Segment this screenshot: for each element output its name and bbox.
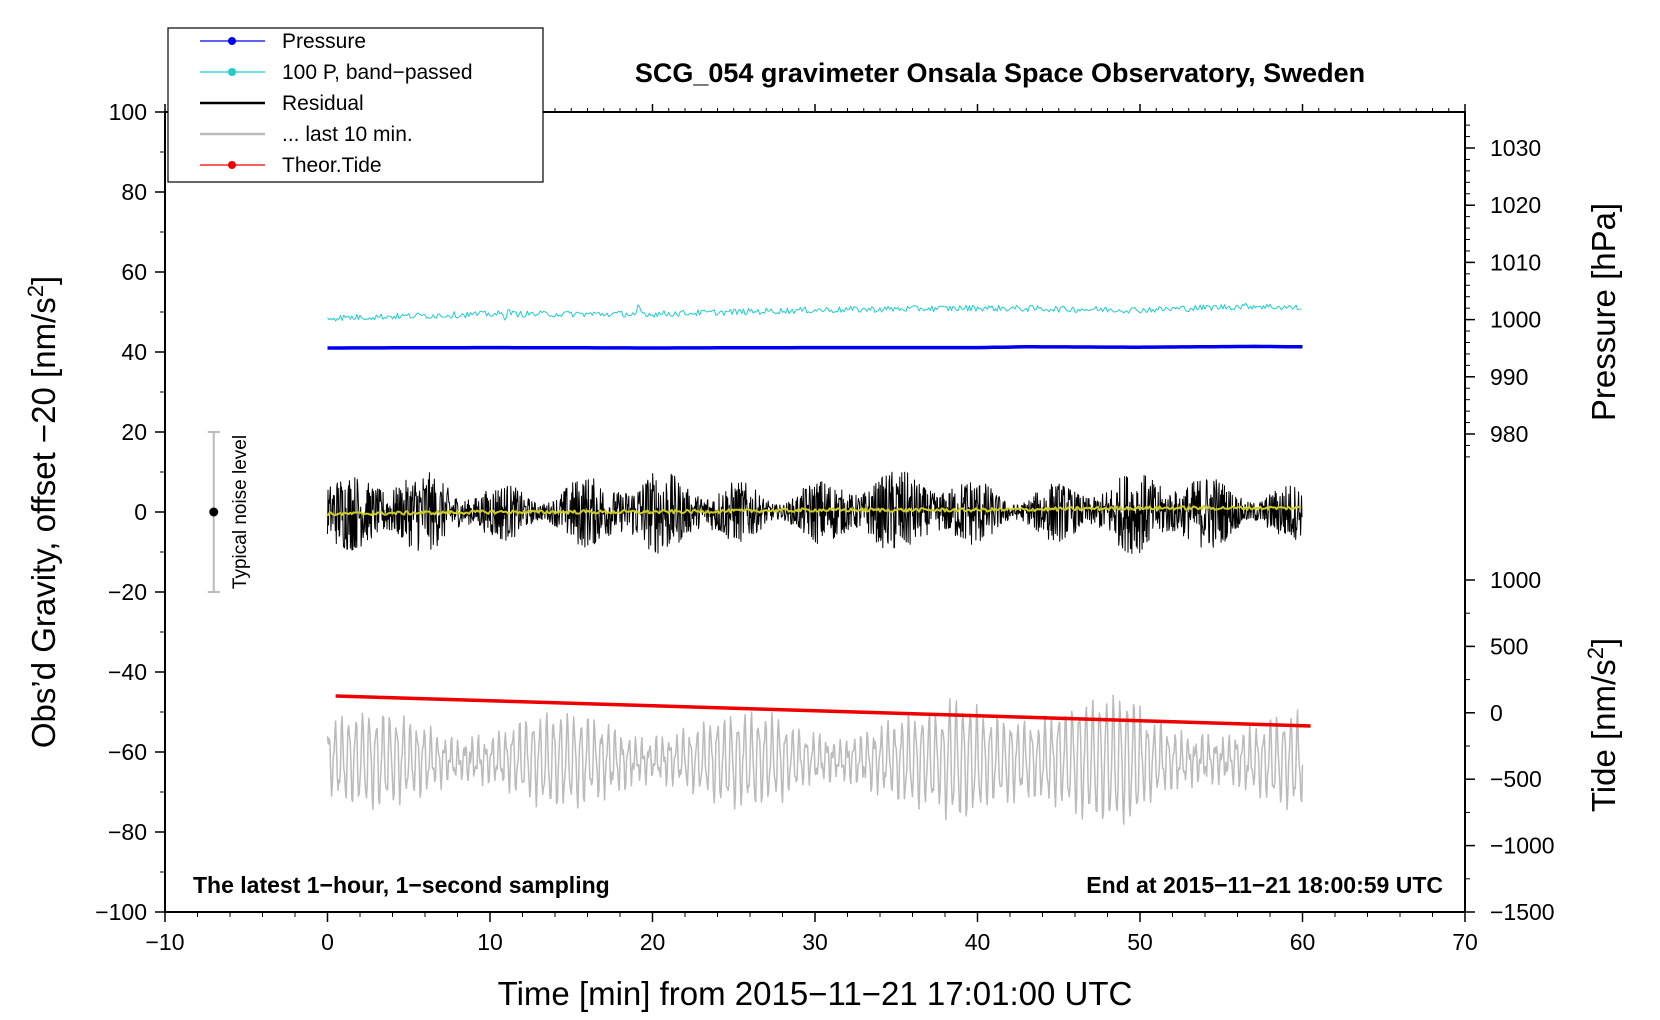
legend-marker — [228, 161, 236, 169]
pressure-tick-label: 1000 — [1490, 307, 1541, 333]
y-axis-label-tide: Tide [nm/s2] — [1583, 638, 1622, 812]
pressure-tick-label: 1030 — [1490, 135, 1541, 161]
chart-title: SCG_054 gravimeter Onsala Space Observat… — [635, 58, 1365, 88]
tide-tick-label: −1500 — [1490, 899, 1555, 925]
x-tick-label: 30 — [802, 929, 828, 955]
x-tick-label: 50 — [1127, 929, 1153, 955]
pressure-tick-label: 990 — [1490, 364, 1528, 390]
legend-label: Pressure — [282, 30, 366, 53]
y-axis-label-left-end: ] — [25, 276, 62, 285]
tide-tick-label: 0 — [1490, 700, 1503, 726]
y-axis-label-left: Obs’d Gravity, offset −20 [nm/s2] — [23, 276, 62, 748]
annotation-end-time: End at 2015−11−21 18:00:59 UTC — [1086, 872, 1443, 898]
series-pressure — [327, 344, 1303, 350]
x-tick-label: 20 — [640, 929, 666, 955]
x-tick-label: 0 — [321, 929, 334, 955]
ticks-layer: −10 0 10 20 30 40 50 60 70−100−80−60−40−20020406… — [95, 99, 1554, 955]
noise-bar-center — [209, 507, 219, 517]
series-layer — [326, 302, 1311, 825]
tide-tick-label: −500 — [1490, 766, 1542, 792]
y-tick-label: 100 — [109, 99, 147, 125]
series-band-passed — [327, 302, 1302, 322]
y-axis-label-tide-main: Tide [nm/s — [1585, 659, 1622, 812]
tide-tick-label: −1000 — [1490, 833, 1555, 859]
y-axis-label-tide-end: ] — [1585, 638, 1622, 647]
y-axis-label-left-main: Obs’d Gravity, offset −20 [nm/s — [25, 297, 62, 748]
y-tick-label: 60 — [121, 259, 147, 285]
noise-level-indicator: Typical noise level — [207, 431, 251, 593]
annotation-sampling: The latest 1−hour, 1−second sampling — [193, 872, 610, 898]
y-tick-label: 40 — [121, 339, 147, 365]
x-tick-label: 70 — [1452, 929, 1478, 955]
y-tick-label: −80 — [108, 819, 147, 845]
legend-label: Residual — [282, 92, 364, 115]
legend-label: 100 P, band−passed — [282, 61, 473, 84]
legend-label: Theor.Tide — [282, 154, 382, 177]
series-smoothed-residual — [326, 505, 1302, 517]
legend-marker — [228, 68, 236, 76]
legend-marker — [228, 37, 236, 45]
legend-label: ... last 10 min. — [282, 123, 413, 146]
y-tick-label: −40 — [108, 659, 147, 685]
y-axis-label-left-sup: 2 — [23, 285, 48, 297]
y-tick-label: −100 — [95, 899, 147, 925]
y-tick-label: −20 — [108, 579, 147, 605]
series-last-10-min — [326, 694, 1304, 825]
pressure-tick-label: 1010 — [1490, 249, 1541, 275]
pressure-tick-label: 980 — [1490, 421, 1528, 447]
y-tick-label: 80 — [121, 179, 147, 205]
x-tick-label: 60 — [1290, 929, 1316, 955]
y-tick-label: 20 — [121, 419, 147, 445]
x-tick-label: −10 — [145, 929, 184, 955]
tide-tick-label: 500 — [1490, 633, 1528, 659]
noise-bar-label: Typical noise level — [230, 435, 251, 589]
tide-tick-label: 1000 — [1490, 567, 1541, 593]
x-tick-label: 10 — [477, 929, 503, 955]
x-tick-label: 40 — [965, 929, 991, 955]
y-axis-label-tide-sup: 2 — [1583, 647, 1608, 659]
y-axis-label-pressure: Pressure [hPa] — [1585, 203, 1622, 421]
x-axis-label: Time [min] from 2015−11−21 17:01:00 UTC — [498, 975, 1133, 1012]
legend: Pressure 100 P, band−passed Residual ... la… — [167, 27, 544, 183]
y-tick-label: 0 — [134, 499, 147, 525]
series-theor-tide — [335, 694, 1311, 728]
legend-box — [167, 27, 544, 183]
pressure-tick-label: 1020 — [1490, 192, 1541, 218]
y-tick-label: −60 — [108, 739, 147, 765]
